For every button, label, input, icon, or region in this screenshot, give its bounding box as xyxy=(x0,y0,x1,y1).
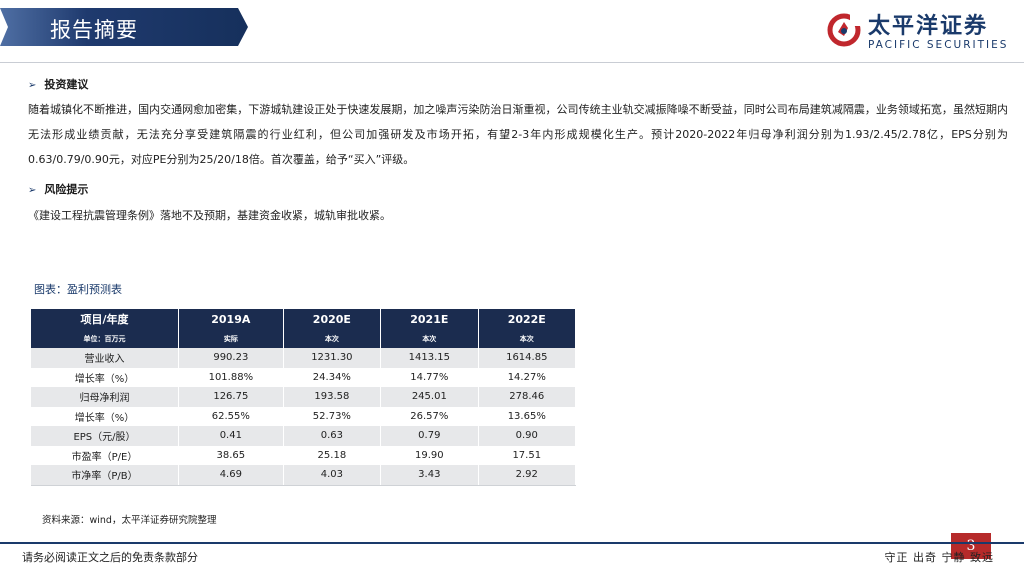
subheader-cell: 实际 xyxy=(178,329,284,348)
table-cell: 4.69 xyxy=(178,465,284,486)
table-row: 增长率（%） 62.55% 52.73% 26.57% 13.65% xyxy=(31,406,577,426)
table-cell: 1413.15 xyxy=(380,348,479,368)
table-cell: 24.34% xyxy=(283,367,382,387)
row-label: EPS（元/股） xyxy=(31,426,179,446)
table-cell: 0.63 xyxy=(283,426,382,446)
table-cell: 26.57% xyxy=(380,406,479,426)
data-source-note: 资料来源：wind，太平洋证券研究院整理 xyxy=(42,515,217,526)
table-cell: 2.92 xyxy=(478,465,577,486)
arrow-right-icon: ➢ xyxy=(28,185,37,196)
table-cell: 990.23 xyxy=(178,348,284,368)
table-cell: 245.01 xyxy=(380,387,479,407)
logo-english-name: PACIFIC SECURITIES xyxy=(868,39,1009,51)
risk-paragraph: 《建设工程抗震管理条例》落地不及预期，基建资金收紧，城轨审批收紧。 xyxy=(28,209,391,222)
table-row: 营业收入 990.23 1231.30 1413.15 1614.85 xyxy=(31,348,577,368)
table-cell: 3.43 xyxy=(380,465,479,486)
header-cell: 2020E xyxy=(283,309,382,329)
table-cell: 126.75 xyxy=(178,387,284,407)
pacific-securities-logo-icon xyxy=(827,12,862,47)
table-row: 市净率（P/B） 4.69 4.03 3.43 2.92 xyxy=(31,465,577,486)
row-label: 归母净利润 xyxy=(31,387,179,407)
table-cell: 278.46 xyxy=(478,387,577,407)
table-cell: 25.18 xyxy=(283,445,382,465)
table-cell: 101.88% xyxy=(178,367,284,387)
title-banner: 报告摘要 xyxy=(0,8,248,46)
table-cell: 52.73% xyxy=(283,406,382,426)
invest-heading-label: 投资建议 xyxy=(44,78,89,91)
row-label: 市净率（P/B） xyxy=(31,465,179,486)
subheader-cell: 单位：百万元 xyxy=(31,329,179,348)
row-label: 营业收入 xyxy=(31,348,179,368)
company-motto: 守正 出奇 宁静 致远 xyxy=(884,551,994,564)
subheader-cell: 本次 xyxy=(478,329,577,348)
table-row: 市盈率（P/E） 38.65 25.18 19.90 17.51 xyxy=(31,445,577,465)
table-cell: 13.65% xyxy=(478,406,577,426)
subheader-cell: 本次 xyxy=(283,329,382,348)
table-cell: 17.51 xyxy=(478,445,577,465)
page-title: 报告摘要 xyxy=(50,18,138,42)
table-cell: 0.79 xyxy=(380,426,479,446)
table-row: EPS（元/股） 0.41 0.63 0.79 0.90 xyxy=(31,426,577,446)
title-banner-shape xyxy=(0,8,248,46)
logo-chinese-name: 太平洋证券 xyxy=(868,14,989,39)
risk-heading-label: 风险提示 xyxy=(44,183,89,196)
header-cell: 2021E xyxy=(380,309,479,329)
row-label: 增长率（%） xyxy=(31,367,179,387)
table-row: 增长率（%） 101.88% 24.34% 14.77% 14.27% xyxy=(31,367,577,387)
company-logo: 太平洋证券 PACIFIC SECURITIES xyxy=(826,8,1016,56)
table-caption: 图表：盈利预测表 xyxy=(34,283,122,296)
table-cell: 62.55% xyxy=(178,406,284,426)
table-cell: 1231.30 xyxy=(283,348,382,368)
invest-paragraph: 随着城镇化不断推进，国内交通网愈加密集，下游城轨建设正处于快速发展期，加之噪声污… xyxy=(28,103,1008,166)
footer-divider xyxy=(0,542,1024,544)
table-header-row: 项目/年度 2019A 2020E 2021E 2022E xyxy=(31,309,577,329)
earnings-forecast-table: 项目/年度 2019A 2020E 2021E 2022E 单位：百万元 实际 … xyxy=(31,309,577,486)
row-label: 市盈率（P/E） xyxy=(31,445,179,465)
table-row: 归母净利润 126.75 193.58 245.01 278.46 xyxy=(31,387,577,407)
risk-heading: ➢ 风险提示 xyxy=(28,181,88,197)
page-number: 3 xyxy=(951,533,991,559)
table-cell: 4.03 xyxy=(283,465,382,486)
arrow-right-icon: ➢ xyxy=(28,80,37,91)
disclaimer-text: 请务必阅读正文之后的免责条款部分 xyxy=(22,551,198,564)
table-cell: 14.27% xyxy=(478,367,577,387)
table-cell: 193.58 xyxy=(283,387,382,407)
table-subheader-row: 单位：百万元 实际 本次 本次 本次 xyxy=(31,329,577,348)
header-cell: 2019A xyxy=(178,309,284,329)
row-label: 增长率（%） xyxy=(31,406,179,426)
table-cell: 14.77% xyxy=(380,367,479,387)
table-cell: 19.90 xyxy=(380,445,479,465)
header-cell: 项目/年度 xyxy=(31,309,179,329)
table-cell: 0.41 xyxy=(178,426,284,446)
table-cell: 38.65 xyxy=(178,445,284,465)
subheader-cell: 本次 xyxy=(380,329,479,348)
table-cell: 1614.85 xyxy=(478,348,577,368)
header-cell: 2022E xyxy=(478,309,577,329)
invest-heading: ➢ 投资建议 xyxy=(28,76,88,92)
table-cell: 0.90 xyxy=(478,426,577,446)
header-divider xyxy=(0,62,1024,63)
